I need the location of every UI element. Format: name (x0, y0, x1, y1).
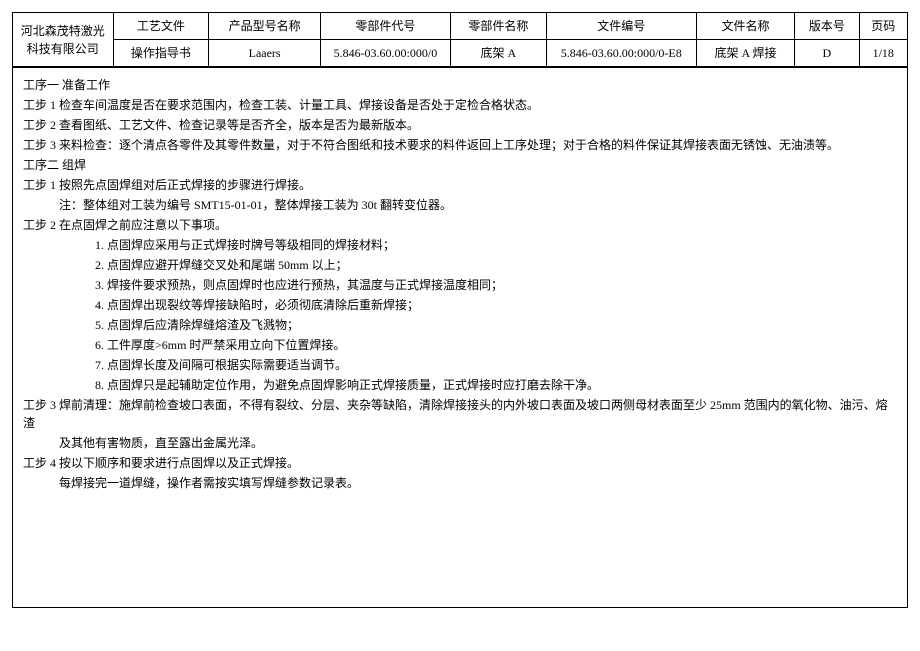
col2-value: Laaers (209, 40, 321, 67)
proc1-step2: 工步 2 查看图纸、工艺文件、检查记录等是否齐全，版本是否为最新版本。 (23, 116, 897, 134)
document-sheet: 河北森茂特激光科技有限公司 工艺文件 产品型号名称 零部件代号 零部件名称 文件… (12, 12, 908, 608)
col4-label: 零部件名称 (450, 13, 546, 40)
col6-value: 底架 A 焊接 (696, 40, 794, 67)
note-item: 点固焊后应清除焊缝熔渣及飞溅物； (107, 316, 897, 334)
proc2-step2: 工步 2 在点固焊之前应注意以下事项。 (23, 216, 897, 234)
proc2-step4a: 工步 4 按以下顺序和要求进行点固焊以及正式焊接。 (23, 454, 897, 472)
proc2-step3b: 及其他有害物质，直至露出金属光泽。 (23, 434, 897, 452)
note-item: 点固焊应采用与正式焊接时牌号等级相同的焊接材料； (107, 236, 897, 254)
col3-label: 零部件代号 (320, 13, 450, 40)
document-body: 工序一 准备工作 工步 1 检查车间温度是否在要求范围内，检查工装、计量工具、焊… (13, 67, 907, 607)
note-item: 点固焊长度及间隔可根据实际需要适当调节。 (107, 356, 897, 374)
col7-value: D (795, 40, 859, 67)
note-item: 工件厚度>6mm 时严禁采用立向下位置焊接。 (107, 336, 897, 354)
col6-label: 文件名称 (696, 13, 794, 40)
proc2-step1: 工步 1 按照先点固焊组对后正式焊接的步骤进行焊接。 (23, 176, 897, 194)
note-item: 点固焊出现裂纹等焊接缺陷时，必须彻底清除后重新焊接； (107, 296, 897, 314)
col3-value: 5.846-03.60.00:000/0 (320, 40, 450, 67)
note-item: 点固焊应避开焊缝交叉处和尾端 50mm 以上； (107, 256, 897, 274)
col1-label: 工艺文件 (113, 13, 209, 40)
company-cell: 河北森茂特激光科技有限公司 (13, 13, 113, 67)
header-table: 河北森茂特激光科技有限公司 工艺文件 产品型号名称 零部件代号 零部件名称 文件… (13, 13, 907, 67)
col1-value: 操作指导书 (113, 40, 209, 67)
col8-value: 1/18 (859, 40, 907, 67)
proc1-step1: 工步 1 检查车间温度是否在要求范围内，检查工装、计量工具、焊接设备是否处于定检… (23, 96, 897, 114)
col2-label: 产品型号名称 (209, 13, 321, 40)
col7-label: 版本号 (795, 13, 859, 40)
col5-value: 5.846-03.60.00:000/0-E8 (546, 40, 696, 67)
proc1-title: 工序一 准备工作 (23, 76, 897, 94)
proc1-step3: 工步 3 来料检查：逐个清点各零件及其零件数量，对于不符合图纸和技术要求的料件返… (23, 136, 897, 154)
note-item: 点固焊只是起辅助定位作用，为避免点固焊影响正式焊接质量，正式焊接时应打磨去除干净… (107, 376, 897, 394)
col5-label: 文件编号 (546, 13, 696, 40)
proc2-step4b: 每焊接完一道焊缝，操作者需按实填写焊缝参数记录表。 (23, 474, 897, 492)
proc2-step3a: 工步 3 焊前清理：施焊前检查坡口表面，不得有裂纹、分层、夹杂等缺陷，清除焊接接… (23, 396, 897, 432)
proc2-title: 工序二 组焊 (23, 156, 897, 174)
col8-label: 页码 (859, 13, 907, 40)
proc2-step1-note: 注：整体组对工装为编号 SMT15-01-01，整体焊接工装为 30t 翻转变位… (23, 196, 897, 214)
notes-list: 点固焊应采用与正式焊接时牌号等级相同的焊接材料； 点固焊应避开焊缝交叉处和尾端 … (23, 236, 897, 394)
col4-value: 底架 A (450, 40, 546, 67)
note-item: 焊接件要求预热，则点固焊时也应进行预热，其温度与正式焊接温度相同； (107, 276, 897, 294)
